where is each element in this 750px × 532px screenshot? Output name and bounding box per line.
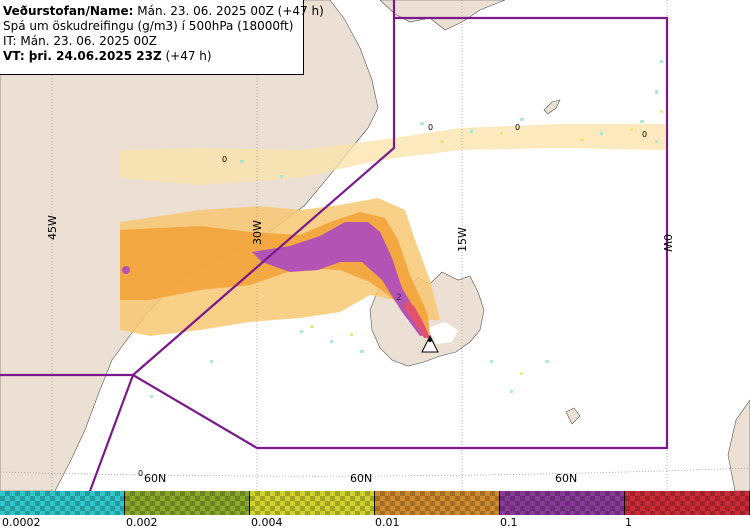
legend-swatch-2 (125, 491, 250, 515)
jan-mayen-island (543, 99, 561, 115)
legend-label: 0.004 (251, 516, 283, 529)
parallel-label-60n: 60N (350, 472, 372, 485)
ash-speckles (150, 60, 663, 398)
meridian-label-0w: 0W (661, 234, 674, 252)
valid-time: þri. 24.06.2025 23Z (24, 49, 162, 63)
legend-labels: 0.0002 0.002 0.004 0.01 0.1 1 (0, 515, 750, 532)
concentration-legend (0, 491, 750, 515)
header-line-3: IT: Mán. 23. 06. 2025 00Z (3, 34, 157, 48)
legend-label: 0.002 (126, 516, 158, 529)
legend-swatch-1 (0, 491, 125, 515)
ash-speckles-yellow (310, 110, 663, 375)
contour-label: 0 (515, 123, 520, 132)
legend-label: 0.1 (500, 516, 518, 529)
meridian-label-45w: 45W (46, 215, 59, 240)
parallel-label-60n: 60N (144, 472, 166, 485)
contour-label: 2 (396, 293, 402, 303)
legend-swatch-3 (250, 491, 375, 515)
faroe-islands (565, 407, 581, 425)
legend-swatch-5 (500, 491, 625, 515)
legend-swatch-4 (375, 491, 500, 515)
valid-offset: (+47 h) (161, 49, 212, 63)
contour-label: 0 (642, 130, 647, 139)
forecast-info-box: Veðurstofan/Name: Mán. 23. 06. 2025 00Z … (0, 0, 324, 75)
ash-top-plume (404, 300, 430, 338)
contour-label: 0 (428, 123, 433, 132)
meridian-label-30w: 30W (251, 220, 264, 245)
meridian-label-15w: 15W (456, 227, 469, 252)
fir-boundary (0, 0, 669, 491)
header-line-4: VT: þri. 24.06.2025 23Z (+47 h) (3, 49, 303, 64)
legend-label: 0.0002 (2, 516, 41, 529)
valid-time-label: VT: (3, 49, 25, 63)
header-line-2: Spá um öskudreifingu (g/m3) í 500hPa (18… (3, 19, 294, 33)
contour-label: 0 (138, 469, 143, 478)
contour-label: 0 (222, 155, 227, 164)
legend-label: 1 (625, 516, 632, 529)
legend-label: 0.01 (375, 516, 400, 529)
parallel-label-60n: 60N (555, 472, 577, 485)
glacier (428, 322, 458, 344)
legend-swatch-6 (625, 491, 750, 515)
issue-time: Mán. 23. 06. 2025 00Z (+47 h) (133, 4, 324, 18)
ash-high-plume (252, 222, 428, 336)
volcano-center (428, 338, 432, 342)
issuer-label: Veðurstofan/Name: (3, 4, 134, 18)
header-line-1: Veðurstofan/Name: Mán. 23. 06. 2025 00Z … (3, 4, 324, 19)
ash-high-spot (122, 266, 130, 274)
ash-low-band-north (120, 124, 665, 185)
volcano-marker-icon (421, 334, 439, 353)
